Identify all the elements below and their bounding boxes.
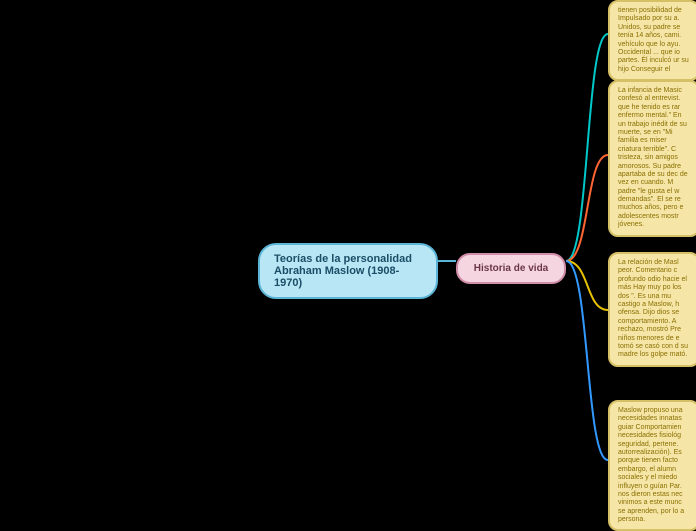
leaf-node-2[interactable]: La infancia de Masic confesó al entrevis… — [608, 80, 696, 237]
branch-leaf-connector-2 — [566, 155, 608, 261]
leaf-node-1-text: tienen posibilidad de Impulsado por su a… — [618, 7, 689, 73]
branch-node-label: Historia de vida — [474, 263, 548, 274]
leaf-node-2-text: La infancia de Masic confesó al entrevis… — [618, 87, 688, 228]
leaf-node-3-text: La relación de Masl peor. Comentario c p… — [618, 259, 688, 358]
leaf-node-4[interactable]: Maslow propuso una necesidades innatas g… — [608, 400, 696, 531]
branch-leaf-connector-4 — [566, 261, 608, 460]
leaf-node-1[interactable]: tienen posibilidad de Impulsado por su a… — [608, 0, 696, 81]
branch-node[interactable]: Historia de vida — [456, 253, 566, 284]
leaf-node-4-text: Maslow propuso una necesidades innatas g… — [618, 407, 684, 523]
leaf-node-3[interactable]: La relación de Masl peor. Comentario c p… — [608, 252, 696, 367]
branch-leaf-connector-1 — [566, 34, 608, 261]
root-node-label: Teorías de la personalidad Abraham Maslo… — [274, 253, 412, 289]
root-node[interactable]: Teorías de la personalidad Abraham Maslo… — [258, 243, 438, 299]
